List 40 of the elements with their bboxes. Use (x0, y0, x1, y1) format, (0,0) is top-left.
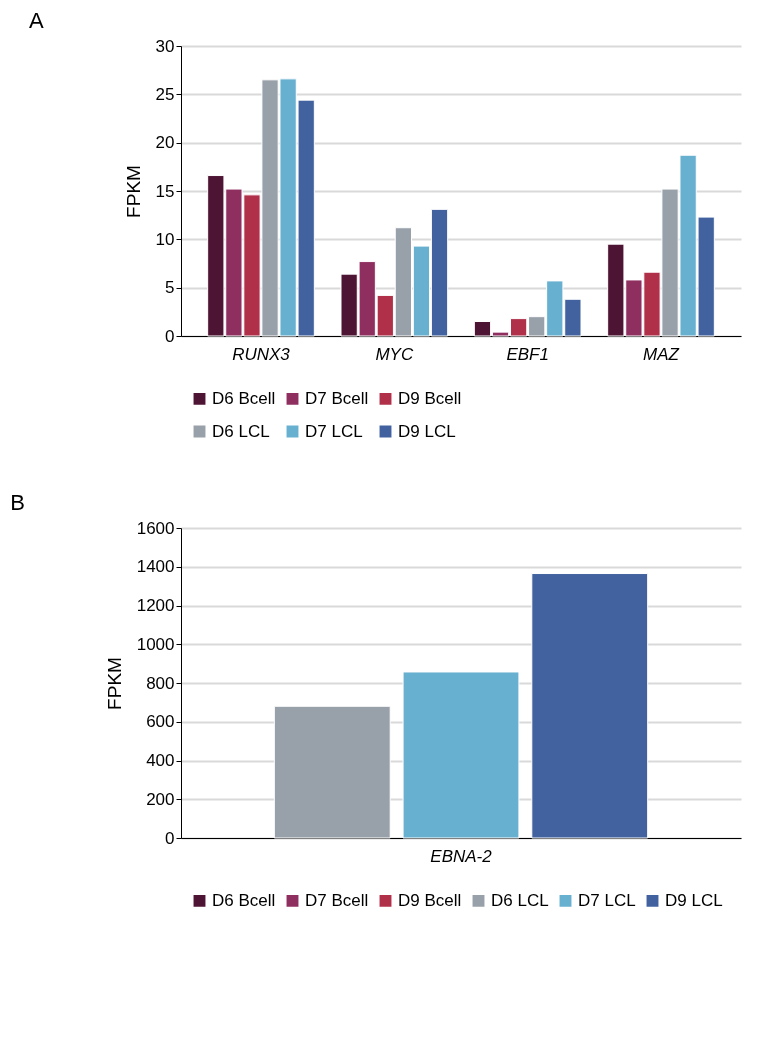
legend-label: D9 Bcell (398, 388, 462, 408)
legend-label: D7 Bcell (305, 388, 369, 408)
chart-title: A (29, 8, 45, 33)
legend-label: D7 LCL (578, 890, 636, 910)
legend-label: D7 LCL (305, 421, 363, 441)
x-tick-label: MYC (375, 344, 414, 364)
legend-label: D7 Bcell (305, 890, 369, 910)
legend-label: D9 LCL (398, 421, 456, 441)
y-tick-label: 400 (146, 751, 175, 770)
legend-label: D6 LCL (491, 890, 549, 910)
y-axis-title: FPKM (103, 657, 125, 710)
y-tick-label: 0 (165, 326, 175, 346)
y-tick-label: 15 (155, 181, 175, 201)
y-tick-label: 1000 (136, 634, 175, 654)
chart-title: B (10, 490, 25, 515)
x-tick-label: RUNX3 (232, 344, 291, 364)
y-tick-label: 800 (146, 673, 175, 693)
y-tick-label: 10 (155, 229, 175, 249)
bar (531, 573, 649, 839)
legend-label: D6 Bcell (212, 890, 276, 910)
bar (402, 671, 520, 839)
x-tick-label: EBF1 (506, 344, 549, 364)
legend-label: D6 LCL (212, 421, 270, 441)
y-tick-label: 30 (155, 36, 175, 56)
bar (273, 705, 391, 839)
y-axis-title: FPKM (122, 165, 144, 218)
y-tick-label: 600 (146, 712, 175, 732)
y-tick-label: 200 (146, 789, 175, 809)
y-tick-label: 1200 (136, 596, 175, 615)
y-tick-label: 25 (155, 84, 175, 104)
legend-label: D9 Bcell (398, 890, 462, 910)
y-tick-label: 1400 (136, 557, 175, 577)
x-tick-label: MAZ (643, 344, 680, 364)
legend-label: D6 Bcell (212, 388, 276, 408)
y-tick-label: 0 (165, 828, 175, 848)
y-tick-label: 5 (165, 278, 175, 298)
y-tick-label: 1600 (136, 518, 175, 538)
x-tick-label: EBNA-2 (430, 846, 493, 866)
y-tick-label: 20 (155, 133, 175, 153)
legend-label: D9 LCL (665, 890, 723, 910)
